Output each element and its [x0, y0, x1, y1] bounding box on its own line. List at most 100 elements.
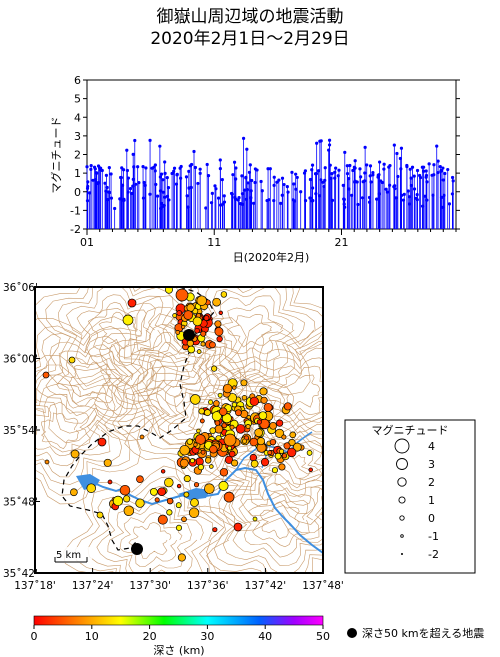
magnitude-point [328, 163, 332, 167]
earthquake-marker [183, 475, 191, 483]
magnitude-point [179, 176, 183, 180]
earthquake-marker [233, 522, 243, 532]
magnitude-point [409, 176, 413, 180]
magnitude-point [104, 173, 109, 177]
magnitude-point [120, 166, 124, 170]
earthquake-marker [179, 458, 189, 468]
magnitude-point [316, 169, 321, 173]
magnitude-point [379, 179, 383, 183]
earthquake-marker [42, 371, 50, 379]
legend-magnitude-circle [400, 534, 404, 538]
magnitude-point [92, 165, 97, 169]
contour-line [35, 364, 131, 496]
earthquake-marker [157, 514, 168, 525]
magnitude-point [333, 176, 337, 180]
contour-line [87, 301, 152, 358]
magnitude-point [405, 165, 409, 169]
earthquake-marker [232, 385, 237, 390]
earthquake-marker [96, 511, 104, 519]
legend-title: マグニチュード [372, 423, 449, 437]
magnitude-point [310, 168, 314, 172]
earthquake-marker [176, 310, 183, 316]
contour-line [184, 287, 316, 381]
magnitude-point [205, 162, 209, 167]
magnitude-point [100, 168, 104, 173]
magnitude-point [218, 167, 222, 171]
earthquake-marker [204, 409, 211, 417]
earthquake-marker [269, 438, 277, 446]
legend-magnitude-circle [394, 438, 410, 454]
earthquake-marker [68, 356, 76, 364]
earthquake-marker [166, 497, 174, 505]
magnitude-point [368, 164, 373, 168]
magnitude-point [365, 163, 369, 167]
magnitude-point [295, 175, 299, 180]
earthquake-marker [279, 448, 285, 454]
depth-tick-label: 20 [143, 630, 157, 643]
contour-line [228, 474, 323, 566]
earthquake-marker [216, 335, 223, 343]
earthquake-marker [186, 438, 193, 445]
contour-line [66, 287, 171, 378]
magnitude-point [216, 196, 221, 200]
magnitude-point [95, 171, 99, 175]
y-tick-label: 5 [74, 93, 81, 106]
earthquake-marker [245, 424, 251, 430]
earthquake-marker [187, 345, 196, 354]
magnitude-point [412, 187, 417, 191]
magnitude-point [220, 177, 224, 182]
y-tick-label: 2 [74, 149, 81, 162]
earthquake-marker [44, 459, 50, 465]
magnitude-point [126, 176, 131, 180]
deep-earthquake-marker [131, 543, 143, 555]
magnitude-point [435, 144, 439, 148]
earthquake-marker [274, 428, 285, 438]
magnitude-point [361, 180, 365, 184]
magnitude-point [159, 172, 164, 176]
magnitude-point [232, 160, 237, 164]
earthquake-marker [223, 433, 237, 447]
magnitude-point [133, 138, 137, 143]
magnitude-point [355, 180, 359, 184]
earthquake-marker [195, 457, 204, 466]
magnitude-point [315, 141, 319, 145]
magnitude-point [156, 194, 160, 198]
magnitude-point [401, 198, 406, 202]
earthquake-marker [214, 327, 224, 337]
contour-line [75, 476, 226, 573]
earthquake-marker [154, 497, 160, 503]
timeseries-bars [85, 136, 455, 229]
contour-line [227, 313, 272, 348]
magnitude-point [141, 196, 146, 200]
legend-magnitude-label: 2 [428, 476, 435, 489]
earthquake-marker [200, 341, 206, 347]
y-tick-label: -1 [70, 204, 81, 217]
earthquake-marker [213, 400, 220, 407]
earthquake-marker [175, 502, 182, 509]
magnitude-point [292, 182, 296, 186]
magnitude-point [308, 196, 312, 200]
earthquake-marker [97, 437, 107, 447]
earthquake-marker [188, 507, 200, 518]
earthquake-marker [260, 396, 268, 404]
contour-line [124, 346, 295, 495]
magnitude-point [415, 193, 419, 197]
legend-magnitude-circle [396, 458, 408, 470]
magnitude-point [422, 169, 426, 173]
magnitude-point [277, 178, 281, 182]
earthquake-marker [219, 468, 229, 477]
magnitude-point [378, 160, 382, 164]
contour-line [221, 331, 323, 449]
magnitude-point [238, 201, 243, 206]
magnitude-point [259, 179, 263, 184]
earthquake-marker [166, 509, 173, 516]
earthquake-marker [240, 379, 248, 387]
earthquake-marker [157, 487, 167, 496]
y-tick-label: 3 [74, 130, 81, 143]
magnitude-point [446, 167, 450, 172]
earthquake-marker [175, 288, 189, 302]
magnitude-point [268, 167, 272, 171]
earthquake-marker [172, 313, 178, 318]
magnitude-point [107, 190, 111, 194]
magnitude-point [131, 177, 135, 181]
